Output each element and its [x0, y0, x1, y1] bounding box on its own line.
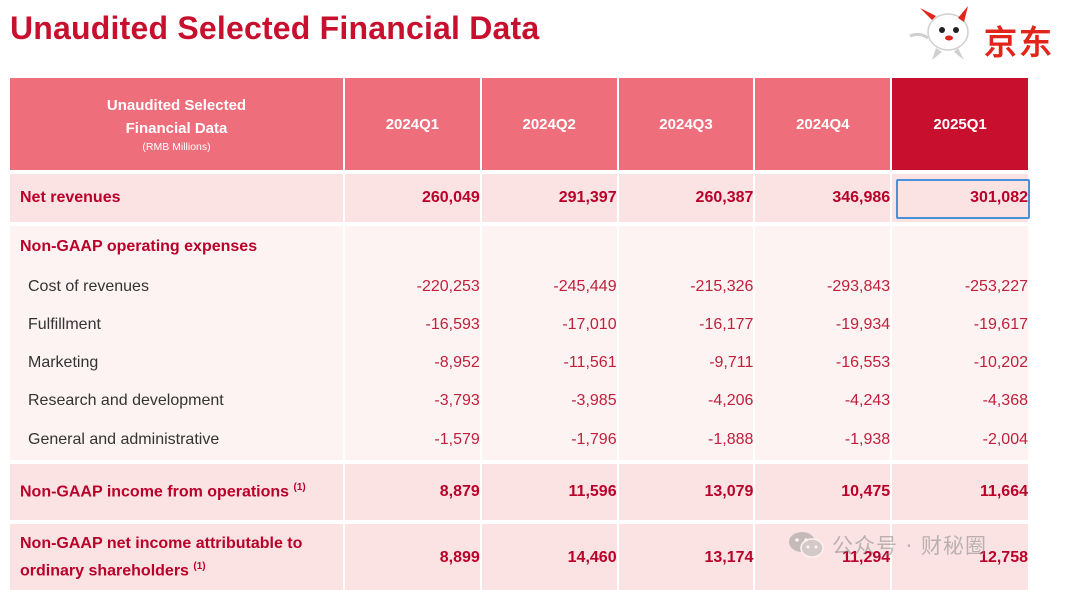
column-header-2024q4: 2024Q4 — [754, 78, 893, 170]
row-label: Non-GAAP net income attributable to ordi… — [10, 524, 345, 590]
section-label: Non-GAAP operating expenses — [10, 226, 345, 268]
row-label: Marketing — [10, 344, 345, 382]
footnote-marker: (1) — [293, 482, 306, 494]
cell-value: -4,206 — [617, 382, 756, 420]
cell-value: 260,049 — [344, 174, 482, 222]
cell-value: -9,711 — [617, 344, 756, 382]
cell-value: -215,326 — [617, 268, 756, 306]
row-label: Research and development — [10, 382, 345, 420]
cell-value: -1,796 — [480, 420, 619, 460]
cell-value: -3,985 — [480, 382, 619, 420]
corner-title-line1: Unaudited Selected — [106, 97, 247, 114]
cell-value: -1,938 — [754, 420, 893, 460]
jd-logo-text: 京东 — [984, 23, 1054, 62]
cell-value: -1,888 — [617, 420, 756, 460]
cell-value: 8,879 — [344, 464, 482, 520]
cell-value: 10,475 — [754, 464, 893, 520]
cell-value: -253,227 — [891, 268, 1028, 306]
page-title: Unaudited Selected Financial Data — [10, 10, 540, 46]
cell-value: 11,596 — [480, 464, 619, 520]
row-label: Net revenues — [10, 174, 345, 222]
column-header-2024q3: 2024Q3 — [617, 78, 756, 170]
cell-value-text: 301,082 — [970, 189, 1028, 206]
column-header-2024q2: 2024Q2 — [480, 78, 619, 170]
table-header-row: Unaudited Selected Financial Data (RMB M… — [10, 78, 1028, 170]
cell-value: -11,561 — [480, 344, 619, 382]
cell-value: -2,004 — [891, 420, 1028, 460]
cell-value: 13,079 — [617, 464, 756, 520]
row-label-line1: Non-GAAP net income attributable to — [20, 534, 303, 552]
cell-value: -19,934 — [754, 306, 893, 344]
cell-value: -8,952 — [344, 344, 482, 382]
jd-logo: 京东 — [906, 6, 1078, 62]
corner-unit: (RMB Millions) — [142, 141, 211, 153]
cell-value: 11,294 — [754, 524, 893, 590]
cell-value: 8,899 — [344, 524, 482, 590]
wechat-icon — [789, 532, 824, 558]
cell-value: -1,579 — [344, 420, 482, 460]
cell-value: 346,986 — [754, 174, 893, 222]
cell-value: -17,010 — [480, 306, 619, 344]
cell-value: -3,793 — [344, 382, 482, 420]
cell-value: 11,664 — [891, 464, 1028, 520]
corner-title-line2: Financial Data — [125, 120, 228, 137]
row-label: General and administrative — [10, 420, 345, 460]
selection-highlight-box — [896, 179, 1031, 219]
row-label-text: Non-GAAP income from operations — [20, 483, 290, 501]
column-header-2024q1: 2024Q1 — [344, 78, 482, 170]
row-net-revenues: Net revenues 260,049 291,397 260,387 346… — [10, 174, 1031, 222]
cell-value: 13,174 — [617, 524, 756, 590]
footnote-marker: (1) — [193, 560, 206, 572]
cell-value: -16,553 — [754, 344, 893, 382]
watermark-text: 公众号 · 财秘圈 — [832, 534, 988, 558]
column-header-2025q1: 2025Q1 — [891, 78, 1028, 170]
row-label: Cost of revenues — [10, 268, 345, 306]
row-label: Fulfillment — [10, 306, 345, 344]
watermark: 公众号 · 财秘圈 — [788, 528, 987, 562]
row-label: Non-GAAP income from operations (1) — [10, 464, 345, 520]
row-marketing: Marketing -8,952 -11,561 -9,711 -16,553 … — [10, 344, 1028, 382]
cell-value: 291,397 — [480, 174, 619, 222]
cell-value: -10,202 — [891, 344, 1028, 382]
row-cost-of-revenues: Cost of revenues -220,253 -245,449 -215,… — [10, 268, 1028, 306]
cell-value: -16,593 — [344, 306, 482, 344]
row-research-development: Research and development -3,793 -3,985 -… — [10, 382, 1028, 420]
cell-value: 14,460 — [480, 524, 619, 590]
row-fulfillment: Fulfillment -16,593 -17,010 -16,177 -19,… — [10, 306, 1028, 344]
cell-value: -220,253 — [344, 268, 482, 306]
row-opex-section: Non-GAAP operating expenses — [10, 226, 1028, 268]
cell-value: -245,449 — [480, 268, 619, 306]
table-corner-header: Unaudited Selected Financial Data (RMB M… — [10, 78, 345, 170]
row-income-from-operations: Non-GAAP income from operations (1) 8,87… — [10, 464, 1028, 520]
cell-value: -19,617 — [891, 306, 1028, 344]
cell-value: -293,843 — [754, 268, 893, 306]
jd-mascot-icon — [909, 6, 969, 60]
financial-data-table: Unaudited Selected Financial Data (RMB M… — [10, 78, 1031, 590]
cell-value: -16,177 — [617, 306, 756, 344]
row-general-admin: General and administrative -1,579 -1,796… — [10, 420, 1028, 460]
cell-value: 12,758 — [891, 524, 1028, 590]
cell-value: 260,387 — [617, 174, 756, 222]
cell-value: -4,243 — [754, 382, 893, 420]
row-label-line2: ordinary shareholders — [20, 562, 189, 580]
row-net-income: Non-GAAP net income attributable to ordi… — [10, 524, 1028, 590]
cell-value: -4,368 — [891, 382, 1028, 420]
cell-value-highlighted: 301,082 — [891, 174, 1031, 222]
